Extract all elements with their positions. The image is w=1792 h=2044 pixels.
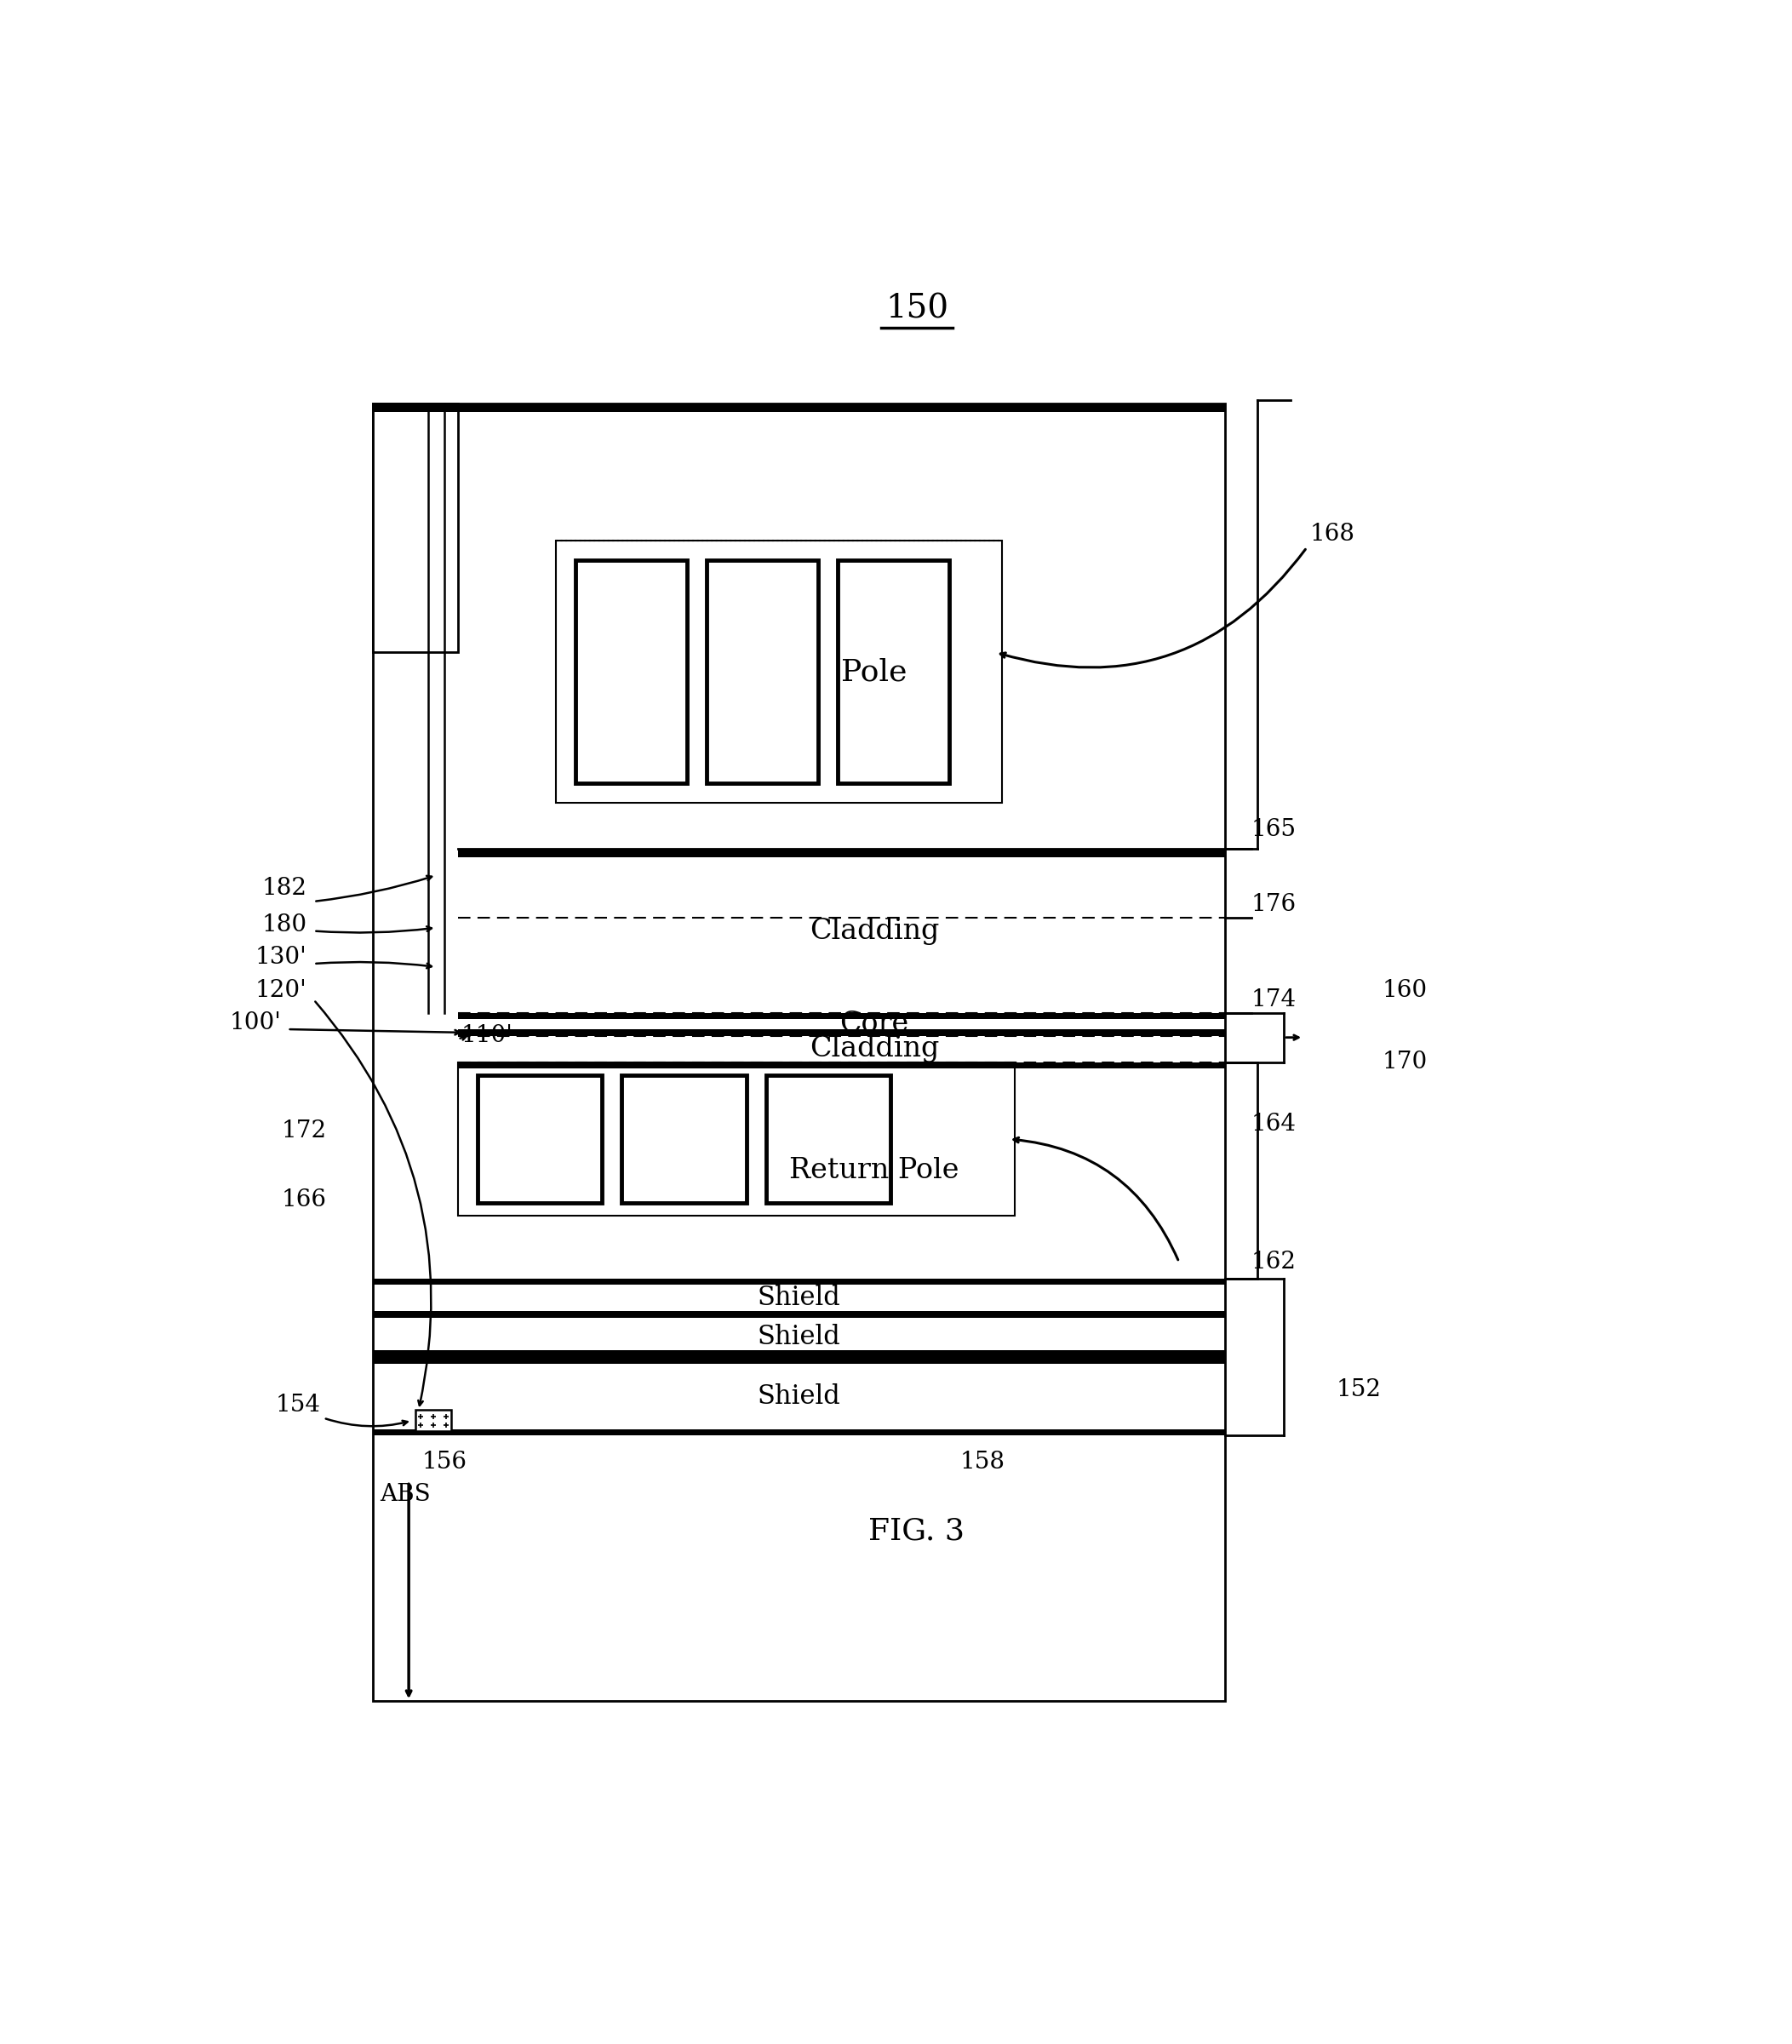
Text: ABS: ABS (380, 1484, 430, 1506)
Text: Cladding: Cladding (810, 918, 939, 944)
Bar (373, 1357, 1226, 1363)
Text: 110': 110' (461, 1024, 513, 1047)
Text: 182: 182 (262, 877, 306, 899)
Text: 158: 158 (961, 1451, 1005, 1474)
Text: Shield: Shield (758, 1325, 840, 1351)
Bar (459, 1278, 1226, 1286)
Text: 172: 172 (281, 1120, 326, 1143)
Bar (765, 1075, 891, 1204)
Text: 166: 166 (281, 1188, 326, 1212)
Text: 170: 170 (1382, 1051, 1428, 1073)
Bar (373, 1429, 1226, 1435)
Bar (622, 1075, 745, 1204)
Text: Core: Core (840, 1010, 909, 1038)
Bar (416, 1410, 452, 1431)
Bar (459, 1063, 1014, 1216)
Text: 180: 180 (262, 914, 306, 936)
Text: FIG. 3: FIG. 3 (869, 1517, 964, 1545)
Text: 165: 165 (1251, 818, 1296, 840)
Bar (373, 403, 459, 411)
Text: 154: 154 (276, 1394, 321, 1416)
Bar (373, 403, 459, 652)
Text: 150: 150 (885, 292, 948, 325)
Bar (373, 1278, 1226, 1286)
Bar (478, 1075, 602, 1204)
Bar (459, 848, 1226, 856)
Text: 130': 130' (256, 946, 306, 969)
Text: 100': 100' (229, 1012, 281, 1034)
Bar (459, 1063, 1226, 1069)
Bar (373, 1351, 1226, 1357)
Text: 174: 174 (1251, 989, 1296, 1012)
Bar (556, 542, 1002, 803)
Bar (575, 560, 688, 783)
Text: 160: 160 (1382, 979, 1428, 1002)
Bar (459, 1030, 1226, 1036)
Text: 156: 156 (423, 1451, 468, 1474)
Text: Return Pole: Return Pole (788, 1157, 959, 1183)
Text: 164: 164 (1251, 1114, 1296, 1136)
Text: Cladding: Cladding (810, 1036, 939, 1063)
Bar (373, 1310, 1226, 1318)
Bar (373, 403, 1226, 411)
Text: 152: 152 (1337, 1378, 1382, 1402)
Text: Shield: Shield (758, 1286, 840, 1310)
Text: Pole: Pole (840, 658, 907, 687)
Bar (459, 1014, 1226, 1020)
Bar (459, 1063, 1226, 1069)
Text: 168: 168 (1310, 523, 1355, 546)
Bar (373, 403, 1226, 1701)
Bar (708, 560, 819, 783)
Text: 176: 176 (1251, 893, 1296, 916)
Text: 120': 120' (256, 979, 306, 1002)
Text: 162: 162 (1251, 1251, 1296, 1273)
Bar (839, 560, 950, 783)
Text: Shield: Shield (758, 1384, 840, 1410)
